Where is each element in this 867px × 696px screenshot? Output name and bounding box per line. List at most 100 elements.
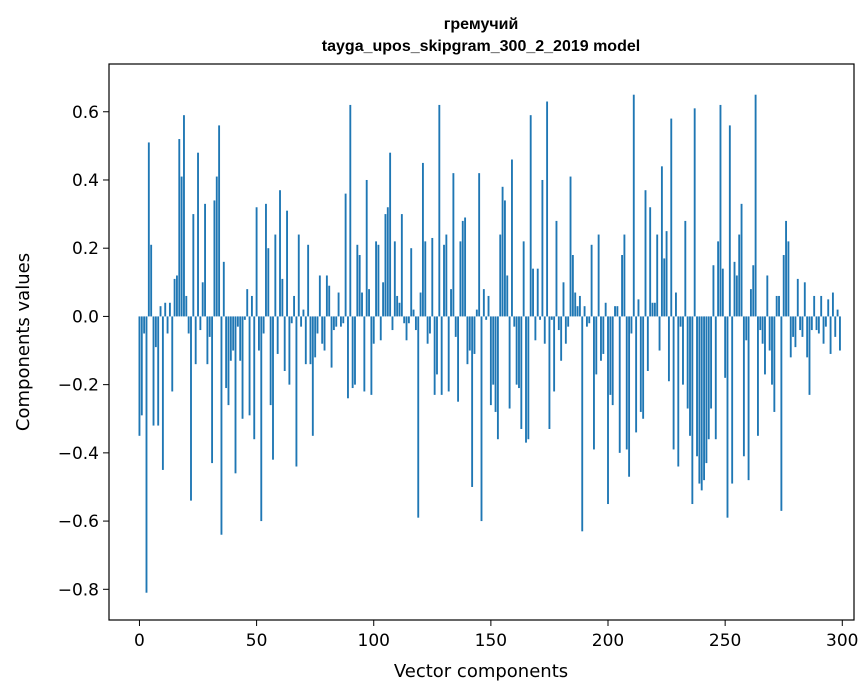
bar (447, 316, 450, 392)
bar (511, 159, 513, 317)
bar (794, 316, 797, 348)
bar (340, 316, 342, 327)
bar (410, 248, 413, 317)
chart-title: гремучий (444, 16, 519, 33)
bar (635, 316, 638, 433)
bar (820, 295, 823, 317)
x-tick-label: 50 (246, 631, 268, 651)
bar (637, 299, 640, 317)
bar (747, 316, 750, 481)
bar (400, 214, 403, 317)
bar (705, 316, 708, 464)
bar (150, 244, 153, 317)
y-axis-label: Components values (13, 253, 34, 431)
bar (670, 118, 673, 317)
bar (492, 316, 495, 385)
bar (332, 316, 335, 331)
bar (522, 241, 525, 317)
bar (602, 316, 605, 354)
bar (431, 237, 434, 317)
bar (269, 316, 272, 406)
bar (393, 241, 396, 317)
bar (525, 316, 527, 443)
bar (785, 220, 787, 317)
bar (562, 282, 565, 317)
bar (166, 316, 169, 334)
bar (337, 292, 340, 317)
bar (241, 316, 244, 419)
bar (771, 316, 773, 385)
bar (239, 316, 242, 361)
bar (255, 207, 258, 317)
bar (724, 316, 727, 378)
y-tick-label: 0.6 (72, 103, 99, 123)
bar (215, 176, 218, 317)
bar (567, 316, 570, 327)
bar (321, 316, 324, 344)
bar (222, 261, 225, 317)
bar (464, 217, 467, 317)
bar (752, 265, 755, 317)
bar (445, 234, 448, 317)
bar (656, 234, 659, 317)
bar (506, 275, 509, 317)
bar (307, 244, 310, 317)
bar (457, 316, 460, 402)
bar (597, 234, 600, 317)
bar (578, 295, 581, 317)
bar (642, 316, 645, 419)
bar (236, 316, 239, 327)
bar (405, 316, 408, 341)
bar (403, 316, 406, 324)
bar (302, 309, 305, 317)
bar (159, 306, 162, 317)
bar (574, 292, 577, 317)
bar (761, 316, 764, 344)
bar (639, 316, 642, 412)
bar (693, 108, 696, 317)
bar (452, 173, 455, 317)
bar (667, 316, 670, 382)
bar (553, 316, 556, 392)
bar (649, 207, 652, 317)
bar (815, 316, 818, 331)
bar (351, 316, 354, 389)
bar (590, 244, 593, 317)
bar (618, 316, 621, 453)
bar (740, 203, 743, 317)
bar (290, 316, 293, 324)
bar (417, 316, 420, 518)
bar (689, 316, 691, 436)
bar (234, 316, 237, 474)
bar (487, 295, 490, 317)
bar (593, 316, 595, 450)
y-tick-label: 0.0 (72, 307, 99, 327)
bar (161, 316, 164, 470)
bar (754, 94, 757, 317)
y-tick-label: 0.4 (72, 171, 99, 191)
bar (660, 166, 663, 317)
bar (778, 295, 780, 317)
bar (595, 316, 598, 375)
bar (225, 316, 228, 389)
bar (817, 316, 820, 334)
bar (621, 255, 623, 317)
bar (691, 316, 694, 505)
bar (274, 234, 277, 317)
bar (426, 316, 429, 344)
bar (585, 316, 588, 327)
bar (541, 179, 544, 317)
bar (698, 316, 701, 484)
bar (421, 162, 424, 317)
bar (801, 316, 804, 337)
bar (368, 289, 370, 317)
bar (726, 316, 729, 518)
x-tick-label: 250 (709, 631, 741, 651)
bar (499, 234, 502, 317)
bar (318, 275, 321, 317)
bar (454, 316, 457, 337)
bar (534, 316, 537, 341)
bar (384, 214, 387, 317)
bar (764, 316, 766, 375)
bar (496, 316, 499, 440)
